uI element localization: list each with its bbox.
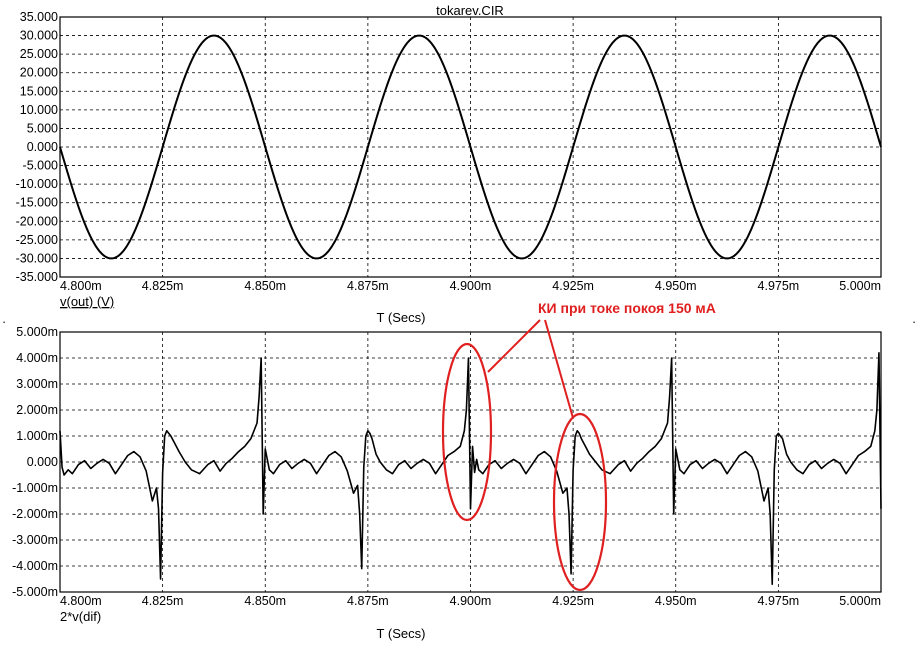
top-y-tick-label: 25.000: [20, 47, 58, 61]
bottom-y-tick-label: -5.000m: [12, 585, 58, 599]
bottom-y-tick-label: 2.000m: [16, 403, 58, 417]
window-title: tokarev.CIR: [436, 3, 504, 18]
top-y-tick-label: -10.000: [16, 177, 58, 191]
top-x-tick-label: 4.900m: [450, 279, 492, 293]
annotation-arrow-right: [544, 319, 574, 419]
bottom-series-group: [59, 352, 882, 585]
top-y-tick-label: 0.000: [27, 140, 58, 154]
annotation-text: КИ при токе покоя 150 мА: [538, 300, 716, 316]
bottom-x-tick-label: 4.950m: [655, 594, 697, 608]
bottom-x-tick-label: 4.800m: [60, 594, 102, 608]
top-x-tick-label: 4.950m: [655, 279, 697, 293]
top-y-tick-label: 30.000: [20, 29, 58, 43]
bottom-y-tick-label: -1.000m: [12, 481, 58, 495]
top-y-tick-label: 15.000: [20, 84, 58, 98]
bottom-y-tick-label: -3.000m: [12, 533, 58, 547]
bottom-x-ticks: 4.800m 4.825m 4.850m 4.875m 4.900m 4.925m 4.95…: [60, 594, 881, 608]
bottom-y-tick-label: 1.000m: [16, 429, 58, 443]
highlight-ellipse-4900: [441, 342, 493, 522]
bottom-y-tick-label: 3.000m: [16, 377, 58, 391]
annotation-group: КИ при токе покоя 150 мА: [441, 300, 716, 592]
top-series-legend: v(out) (V): [60, 294, 114, 309]
top-series-group: [59, 34, 882, 260]
corner-marker-right: ·: [912, 315, 916, 329]
top-y-ticks: 35.000 30.000 25.000 20.000 15.000 10.000 5.00…: [16, 10, 58, 284]
top-y-tick-label: 5.000: [27, 121, 58, 135]
bottom-x-tick-label: 4.900m: [450, 594, 492, 608]
bottom-y-tick-label: 0.000: [27, 455, 58, 469]
bottom-y-tick-label: 5.000m: [16, 325, 58, 339]
bottom-x-tick-label: 5.000m: [839, 594, 881, 608]
top-y-tick-label: -30.000: [16, 251, 58, 265]
bottom-y-tick-label: 4.000m: [16, 351, 58, 365]
highlight-ellipse-4925: [552, 412, 608, 592]
top-y-tick-label: -35.000: [16, 270, 58, 284]
bottom-y-tick-label: -4.000m: [12, 559, 58, 573]
bottom-x-tick-label: 4.975m: [758, 594, 800, 608]
bottom-chart: 5.000m 4.000m 3.000m 2.000m 1.000m 0.000 -1.00…: [12, 325, 882, 641]
bottom-y-tick-label: -2.000m: [12, 507, 58, 521]
top-y-tick-label: 20.000: [20, 66, 58, 80]
top-x-tick-label: 5.000m: [839, 279, 881, 293]
top-y-tick-label: -25.000: [16, 233, 58, 247]
bottom-y-ticks: 5.000m 4.000m 3.000m 2.000m 1.000m 0.000 -1.00…: [12, 325, 58, 599]
top-x-ticks: 4.800m 4.825m 4.850m 4.875m 4.900m 4.925m 4.95…: [60, 279, 881, 293]
corner-marker-left: ·: [2, 315, 6, 329]
top-x-tick-label: 4.850m: [244, 279, 286, 293]
bottom-x-axis-label: T (Secs): [377, 626, 426, 641]
top-x-tick-label: 4.975m: [758, 279, 800, 293]
top-x-tick-label: 4.925m: [552, 279, 594, 293]
annotation-arrow-left: [487, 319, 541, 373]
bottom-grid: [60, 332, 881, 592]
top-x-tick-label: 4.875m: [347, 279, 389, 293]
bottom-x-tick-label: 4.875m: [347, 594, 389, 608]
top-x-axis-label: T (Secs): [377, 310, 426, 325]
bottom-x-tick-label: 4.925m: [552, 594, 594, 608]
top-x-tick-label: 4.825m: [142, 279, 184, 293]
bottom-series-line: [59, 352, 882, 585]
bottom-series-legend: 2*v(dif): [60, 609, 101, 624]
top-chart: 35.000 30.000 25.000 20.000 15.000 10.000 5.00…: [16, 10, 882, 325]
top-series-line: [59, 34, 882, 260]
bottom-x-tick-label: 4.850m: [244, 594, 286, 608]
bottom-x-tick-label: 4.825m: [142, 594, 184, 608]
top-y-tick-label: 35.000: [20, 10, 58, 24]
top-y-tick-label: -15.000: [16, 196, 58, 210]
top-y-tick-label: -20.000: [16, 214, 58, 228]
top-x-tick-label: 4.800m: [60, 279, 102, 293]
top-y-tick-label: -5.000: [23, 159, 58, 173]
top-y-tick-label: 10.000: [20, 103, 58, 117]
